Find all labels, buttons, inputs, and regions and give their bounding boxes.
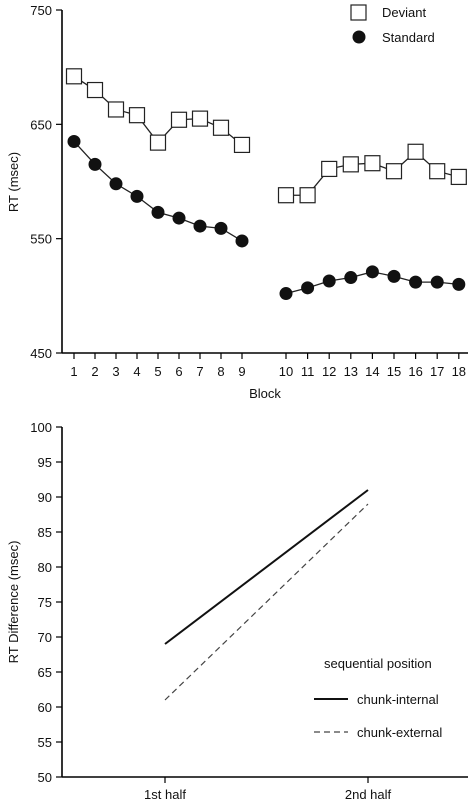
point-standard bbox=[130, 189, 144, 203]
point-standard bbox=[193, 219, 207, 233]
legend-title: sequential position bbox=[324, 656, 432, 671]
top-y-axis-title: RT (msec) bbox=[6, 152, 21, 212]
top-x-tick-label: 16 bbox=[408, 364, 422, 379]
bottom-legend: sequential position chunk-internal chunk… bbox=[314, 656, 442, 740]
point-standard bbox=[279, 287, 293, 301]
point-deviant bbox=[385, 163, 403, 180]
top-x-tick-label: 18 bbox=[452, 364, 466, 379]
point-deviant bbox=[149, 134, 167, 151]
top-x-axis-title: Block bbox=[249, 386, 281, 401]
top-y-ticks: 450 550 650 750 bbox=[30, 3, 62, 361]
point-deviant bbox=[429, 163, 446, 180]
point-deviant bbox=[191, 110, 209, 127]
point-standard bbox=[430, 275, 444, 289]
bottom-y-tick-label: 65 bbox=[38, 665, 52, 680]
point-standard bbox=[365, 265, 379, 279]
top-x-tick-label: 2 bbox=[91, 364, 98, 379]
point-standard bbox=[344, 271, 358, 285]
top-y-tick-label: 550 bbox=[30, 232, 52, 247]
top-x-tick-label: 9 bbox=[238, 364, 245, 379]
top-x-tick-label: 1 bbox=[70, 364, 77, 379]
point-standard bbox=[301, 281, 315, 295]
point-deviant bbox=[233, 136, 251, 154]
top-x-tick-label: 13 bbox=[344, 364, 358, 379]
point-standard bbox=[67, 134, 81, 148]
top-x-tick-label: 6 bbox=[175, 364, 182, 379]
top-x-ticks: 1 2 3 4 5 6 7 8 9 10 11 12 13 14 15 16 17 18 bbox=[70, 353, 466, 379]
bottom-series bbox=[164, 489, 369, 701]
legend-label-deviant: Deviant bbox=[382, 5, 426, 20]
point-standard bbox=[452, 277, 466, 291]
top-y-tick-label: 650 bbox=[30, 117, 52, 132]
point-standard bbox=[109, 177, 123, 191]
bottom-x-tick-label: 2nd half bbox=[345, 787, 392, 802]
point-deviant bbox=[128, 107, 146, 124]
series-line-chunk-external bbox=[164, 503, 369, 701]
point-deviant bbox=[86, 81, 104, 99]
legend-label-chunk-external: chunk-external bbox=[357, 725, 442, 740]
point-standard bbox=[88, 157, 102, 171]
bottom-y-tick-label: 60 bbox=[38, 700, 52, 715]
bottom-x-ticks: 1st half 2nd half bbox=[144, 777, 392, 802]
top-x-tick-label: 10 bbox=[279, 364, 293, 379]
point-deviant bbox=[65, 68, 83, 85]
bottom-y-tick-label: 50 bbox=[38, 770, 52, 785]
top-x-tick-label: 12 bbox=[322, 364, 336, 379]
bottom-y-tick-label: 80 bbox=[38, 560, 52, 575]
top-x-tick-label: 11 bbox=[301, 364, 315, 379]
bottom-x-tick-label: 1st half bbox=[144, 787, 186, 802]
bottom-chart: 50 55 60 65 70 75 80 85 90 95 100 1st half 2nd half… bbox=[6, 420, 468, 802]
point-deviant bbox=[321, 160, 338, 178]
top-y-tick-label: 750 bbox=[30, 3, 52, 18]
point-deviant bbox=[107, 101, 125, 118]
top-x-tick-label: 14 bbox=[365, 364, 379, 379]
legend-marker-standard bbox=[352, 30, 366, 44]
point-standard bbox=[151, 205, 165, 219]
bottom-y-ticks: 50 55 60 65 70 75 80 85 90 95 100 bbox=[30, 420, 62, 785]
point-deviant bbox=[299, 187, 316, 204]
top-x-tick-label: 5 bbox=[154, 364, 161, 379]
bottom-y-axis-title: RT Difference (msec) bbox=[6, 541, 21, 664]
point-deviant bbox=[277, 187, 295, 204]
point-standard bbox=[409, 275, 423, 289]
bottom-y-tick-label: 70 bbox=[38, 630, 52, 645]
top-x-tick-label: 17 bbox=[430, 364, 444, 379]
bottom-y-tick-label: 85 bbox=[38, 525, 52, 540]
bottom-y-tick-label: 95 bbox=[38, 455, 52, 470]
bottom-y-tick-label: 100 bbox=[30, 420, 52, 435]
point-deviant bbox=[364, 155, 381, 172]
point-standard bbox=[235, 234, 249, 248]
legend-marker-deviant bbox=[350, 4, 367, 21]
legend-label-chunk-internal: chunk-internal bbox=[357, 692, 439, 707]
bottom-y-tick-label: 75 bbox=[38, 595, 52, 610]
top-y-tick-label: 450 bbox=[30, 346, 52, 361]
legend-label-standard: Standard bbox=[382, 30, 435, 45]
point-deviant bbox=[407, 143, 424, 160]
point-standard bbox=[322, 274, 336, 288]
point-deviant bbox=[450, 168, 467, 186]
point-standard bbox=[214, 221, 228, 235]
top-x-tick-label: 7 bbox=[196, 364, 203, 379]
top-legend: Deviant Standard bbox=[350, 4, 435, 45]
series-line-chunk-internal bbox=[164, 489, 369, 645]
point-deviant bbox=[170, 111, 188, 128]
point-deviant bbox=[342, 156, 359, 173]
bottom-y-tick-label: 55 bbox=[38, 735, 52, 750]
top-x-tick-label: 3 bbox=[112, 364, 119, 379]
point-standard bbox=[172, 211, 186, 225]
top-x-tick-label: 4 bbox=[133, 364, 140, 379]
top-series bbox=[65, 68, 467, 301]
top-axes bbox=[61, 10, 468, 354]
point-standard bbox=[387, 269, 401, 283]
point-deviant bbox=[212, 119, 230, 136]
top-x-tick-label: 8 bbox=[217, 364, 224, 379]
top-x-tick-label: 15 bbox=[387, 364, 401, 379]
bottom-y-tick-label: 90 bbox=[38, 490, 52, 505]
